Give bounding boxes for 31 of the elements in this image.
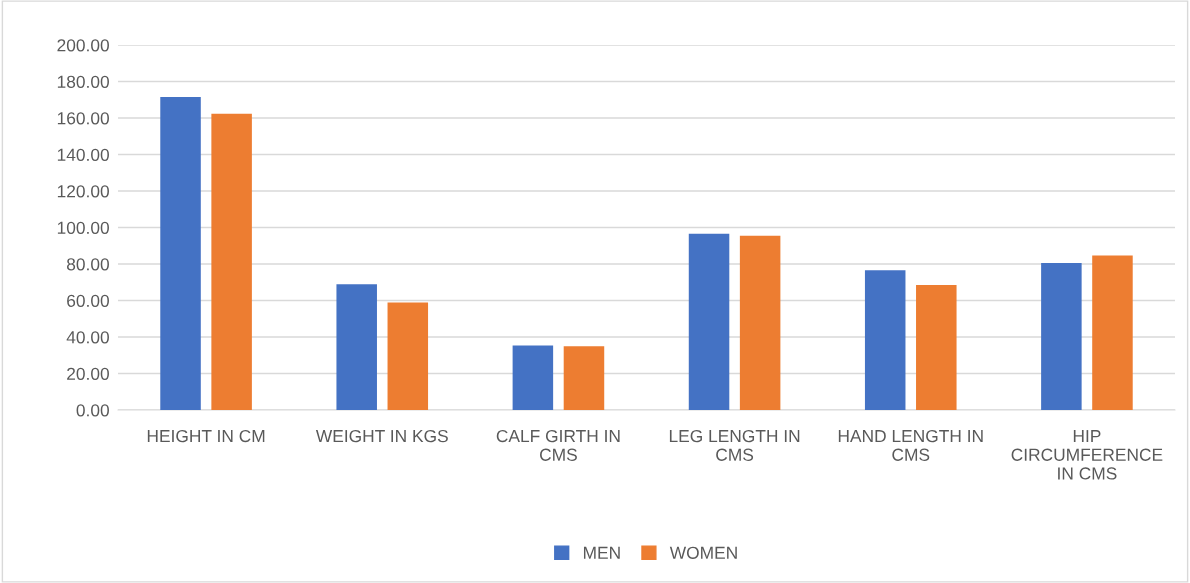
y-tick-label: 0.00: [76, 404, 109, 417]
bar: [160, 97, 201, 410]
y-tick-label: 200.00: [57, 39, 109, 52]
y-tick-label: 120.00: [57, 185, 109, 198]
y-tick-label: 40.00: [66, 331, 109, 344]
y-tick-label: 80.00: [66, 258, 109, 271]
bar: [563, 346, 605, 410]
y-tick-label: 60.00: [67, 294, 109, 307]
bar: [336, 284, 377, 410]
x-tick-label: LEG LENGTH IN CMS: [669, 429, 800, 461]
bar: [211, 113, 252, 410]
bar: [688, 233, 730, 410]
legend-label: MEN: [583, 546, 620, 559]
y-tick-label: 100.00: [57, 221, 109, 234]
x-tick-label: HAND LENGTH IN CMS: [838, 429, 983, 461]
y-tick-label: 140.00: [57, 148, 109, 161]
x-tick-label: HEIGHT IN CM: [147, 429, 265, 443]
y-tick-label: 20.00: [67, 367, 109, 380]
bar: [512, 345, 554, 410]
x-tick-label: CALF GIRTH IN CMS: [496, 429, 620, 461]
y-tick-label: 180.00: [57, 75, 109, 88]
legend-label: WOMEN: [669, 546, 737, 559]
bar: [387, 302, 429, 410]
x-tick-label: WEIGHT IN KGS: [315, 429, 448, 443]
bar: [864, 270, 906, 410]
bar: [739, 235, 781, 410]
y-tick-label: 160.00: [57, 112, 109, 125]
bar: [1041, 262, 1082, 410]
bar: [1092, 255, 1133, 410]
x-tick-label: HIP CIRCUMFERENCE IN CMS: [1011, 430, 1163, 480]
bar: [916, 284, 957, 410]
